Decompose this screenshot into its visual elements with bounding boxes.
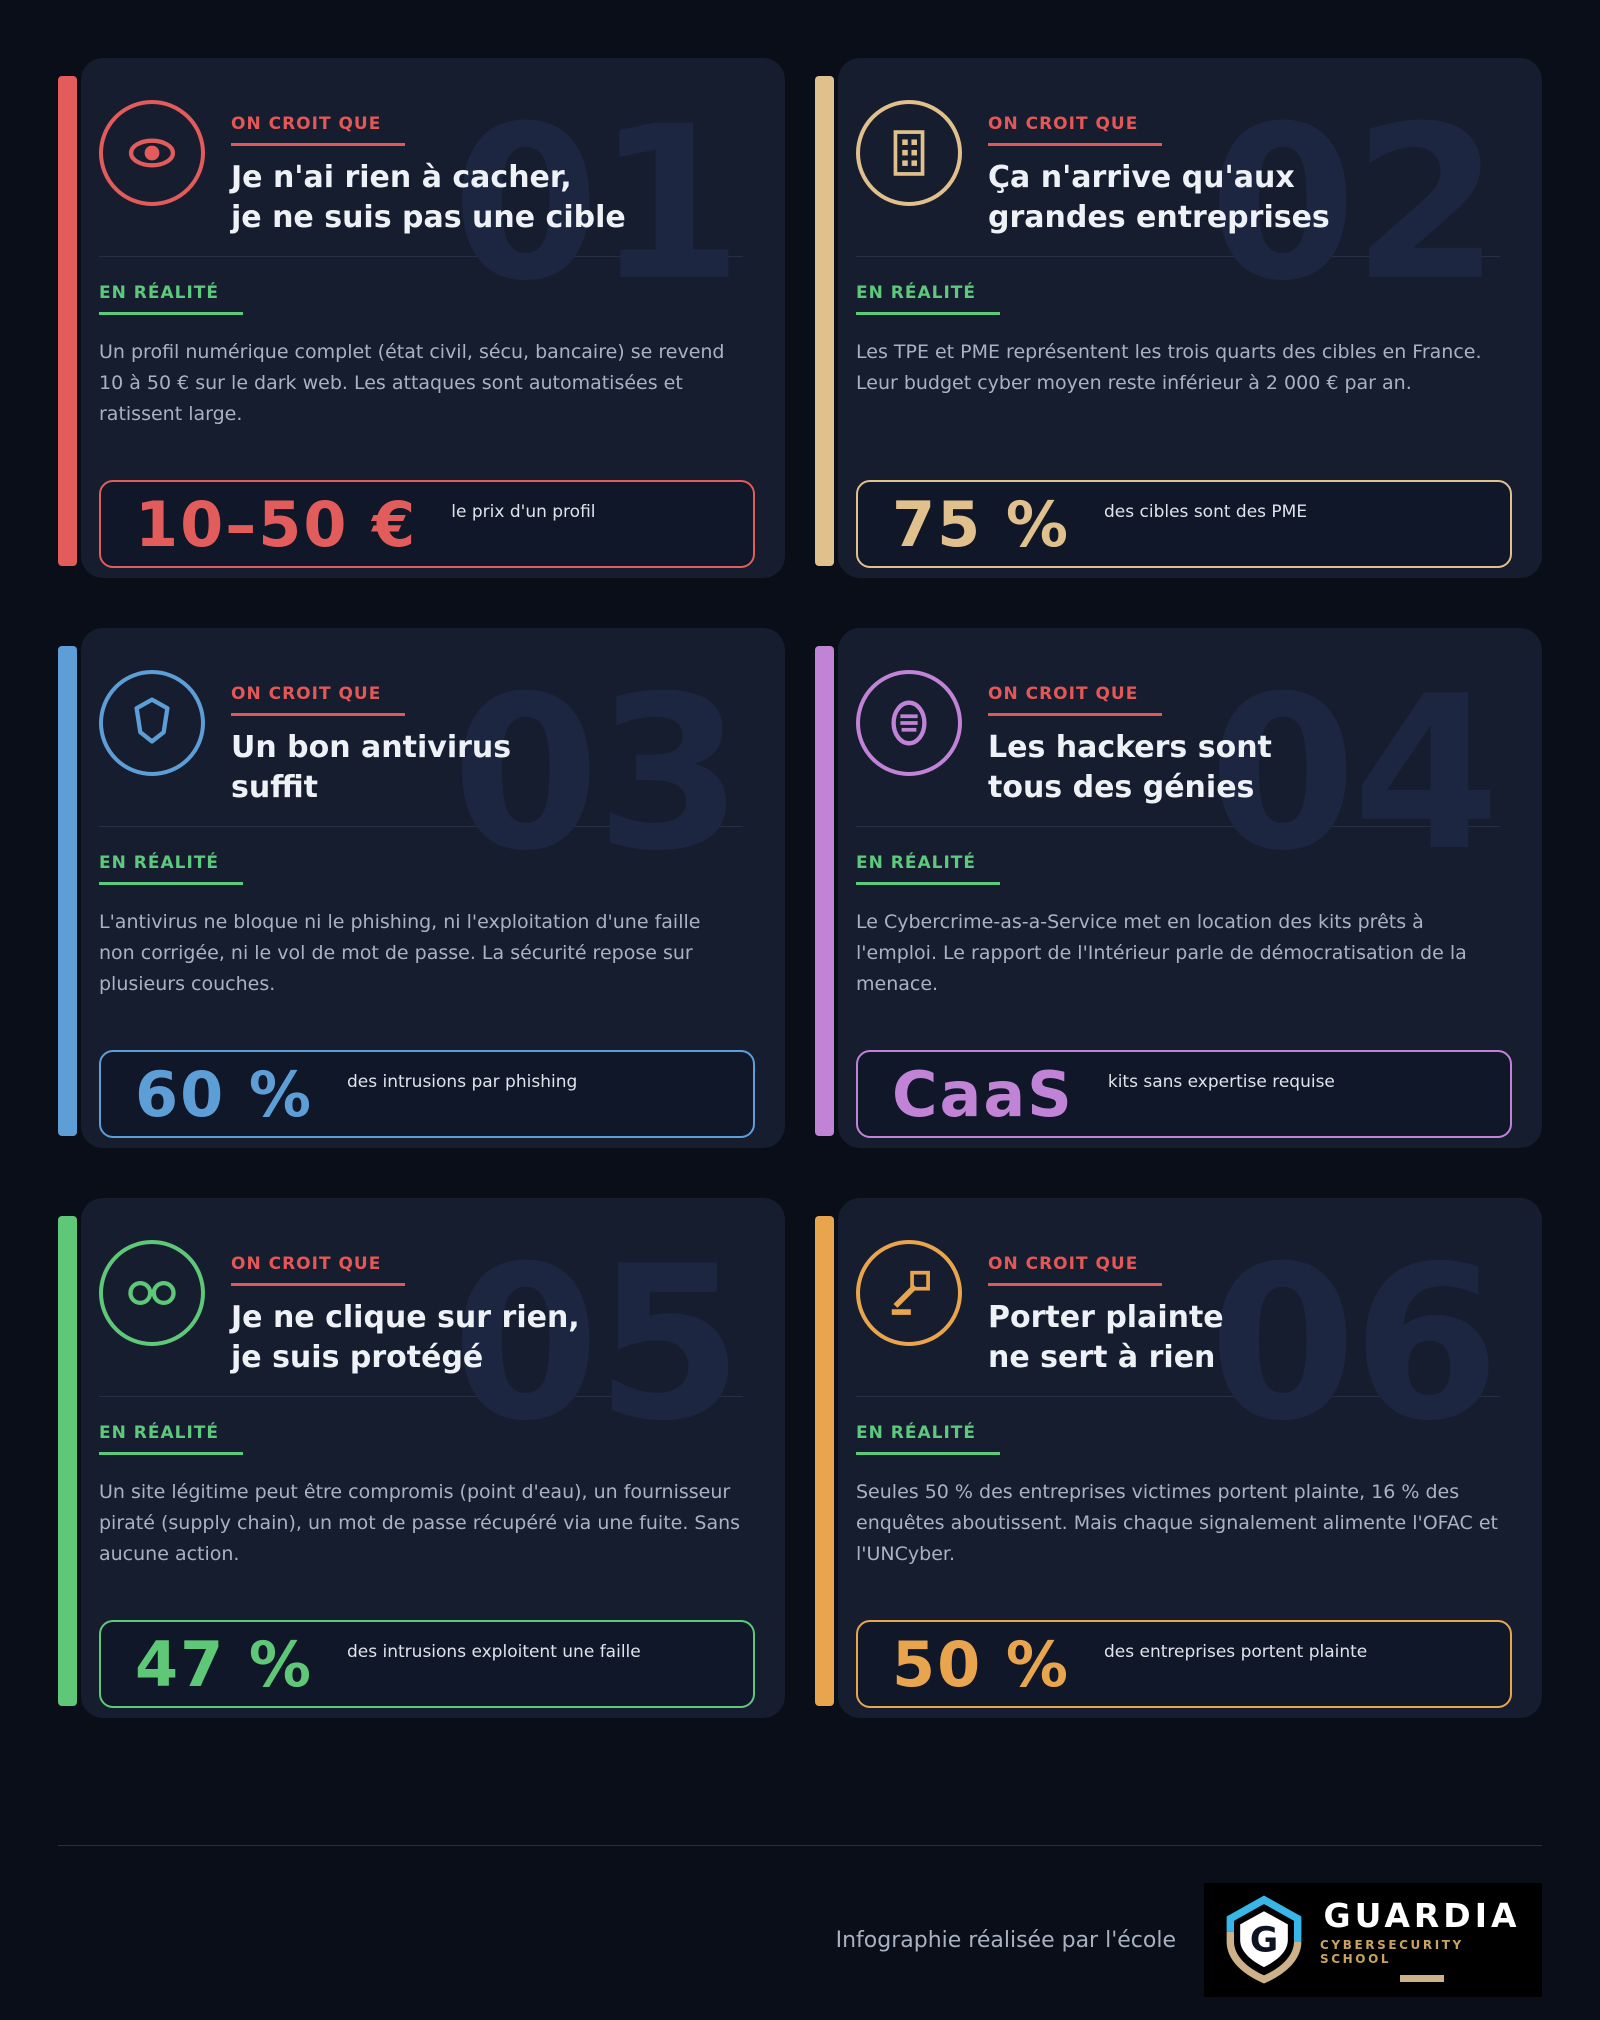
myth-title-line-2: grandes entreprises [988, 199, 1330, 235]
footer: Infographie réalisée par l'école G GUARD… [58, 1883, 1542, 1997]
myth-title: Porter plainte ne sert à rien [988, 1298, 1224, 1378]
myth-card: 05 ON CROIT QUE Je ne clique sur rien, j… [58, 1198, 785, 1718]
myth-card: 03 ON CROIT QUE Un bon antivirus suffit … [58, 628, 785, 1148]
card-divider [99, 255, 743, 257]
myth-label: ON CROIT QUE [231, 1254, 406, 1286]
gavel-icon [856, 1240, 962, 1346]
cards-grid: 01 ON CROIT QUE Je n'ai rien à cacher, j… [58, 58, 1542, 1718]
stat-box: CaaS kits sans expertise requise [856, 1050, 1512, 1138]
stat-value: CaaS [892, 1057, 1074, 1131]
myth-title: Ça n'arrive qu'aux grandes entreprises [988, 158, 1330, 238]
myth-label: ON CROIT QUE [988, 1254, 1163, 1286]
reality-text: Les TPE et PME représentent les trois qu… [856, 340, 1482, 394]
shield-icon [99, 670, 205, 776]
stat-box: 10–50 € le prix d'un profil [99, 480, 755, 568]
myth-title-line-1: Ça n'arrive qu'aux [988, 160, 1295, 195]
card-header: ON CROIT QUE Les hackers sont tous des g… [856, 670, 1512, 808]
myth-label: ON CROIT QUE [231, 114, 406, 146]
stat-value: 10–50 € [135, 487, 418, 561]
myth-title-line-1: Je ne clique sur rien, [231, 1300, 580, 1335]
stat-value: 75 % [892, 487, 1070, 561]
card-divider [856, 1395, 1500, 1397]
eye-icon [99, 100, 205, 206]
card-header-text: ON CROIT QUE Ça n'arrive qu'aux grandes … [988, 114, 1330, 238]
card-header-text: ON CROIT QUE Je ne clique sur rien, je s… [231, 1254, 580, 1378]
stat-box: 60 % des intrusions par phishing [99, 1050, 755, 1138]
myth-title-line-2: suffit [231, 769, 319, 805]
stat-label: kits sans expertise requise [1107, 1072, 1335, 1092]
reality-text: Un site légitime peut être compromis (po… [99, 1480, 741, 1565]
logo-text-block: GUARDIA CYBERSECURITY SCHOOL [1320, 1899, 1524, 1982]
card-header: ON CROIT QUE Porter plainte ne sert à ri… [856, 1240, 1512, 1378]
building-icon [856, 100, 962, 206]
myth-title-line-1: Les hackers sont [988, 730, 1272, 765]
myth-label: ON CROIT QUE [988, 684, 1163, 716]
myth-title-line-1: Un bon antivirus [231, 730, 512, 765]
reality-label: EN RÉALITÉ [99, 1423, 243, 1455]
myth-title-line-1: Je n'ai rien à cacher, [231, 160, 572, 195]
stat-label: des cibles sont des PME [1104, 502, 1308, 522]
guardia-logo: G GUARDIA CYBERSECURITY SCHOOL [1204, 1883, 1542, 1997]
reality-label: EN RÉALITÉ [99, 283, 243, 315]
myth-card: 02 ON CROIT QUE Ça n'arrive qu'aux grand… [815, 58, 1542, 578]
logo-name: GUARDIA [1323, 1895, 1521, 1935]
mask-icon [856, 670, 962, 776]
stat-box: 47 % des intrusions exploitent une faill… [99, 1620, 755, 1708]
stat-value: 60 % [135, 1057, 313, 1131]
stat-value: 47 % [135, 1627, 313, 1701]
card-header-text: ON CROIT QUE Un bon antivirus suffit [231, 684, 511, 808]
myth-title-line-1: Porter plainte [988, 1300, 1224, 1335]
logo-subtitle: CYBERSECURITY SCHOOL [1320, 1937, 1464, 1966]
myth-title-line-2: je suis protégé [231, 1339, 484, 1375]
stat-label: des intrusions exploitent une faille [347, 1642, 641, 1662]
stat-label: le prix d'un profil [451, 502, 596, 522]
myth-label: ON CROIT QUE [231, 684, 406, 716]
reality-label: EN RÉALITÉ [856, 853, 1000, 885]
credit-text: Infographie réalisée par l'école [835, 1927, 1176, 1953]
reality-text: L'antivirus ne bloque ni le phishing, ni… [99, 910, 701, 995]
shield-logo-icon: G [1226, 1895, 1302, 1984]
stat-box: 75 % des cibles sont des PME [856, 480, 1512, 568]
glasses-icon [99, 1240, 205, 1346]
myth-title-line-2: je ne suis pas une cible [231, 199, 626, 235]
reality-label: EN RÉALITÉ [99, 853, 243, 885]
reality-text: Seules 50 % des entreprises victimes por… [856, 1480, 1498, 1565]
card-divider [99, 1395, 743, 1397]
reality-label: EN RÉALITÉ [856, 283, 1000, 315]
myth-title: Les hackers sont tous des génies [988, 728, 1272, 808]
card-header-text: ON CROIT QUE Je n'ai rien à cacher, je n… [231, 114, 626, 238]
card-header: ON CROIT QUE Un bon antivirus suffit [99, 670, 755, 808]
myth-title: Un bon antivirus suffit [231, 728, 511, 808]
stat-box: 50 % des entreprises portent plainte [856, 1620, 1512, 1708]
footer-divider [58, 1845, 1542, 1846]
card-header-text: ON CROIT QUE Les hackers sont tous des g… [988, 684, 1272, 808]
myth-title: Je n'ai rien à cacher, je ne suis pas un… [231, 158, 626, 238]
card-divider [856, 825, 1500, 827]
card-header: ON CROIT QUE Je n'ai rien à cacher, je n… [99, 100, 755, 238]
card-header: ON CROIT QUE Je ne clique sur rien, je s… [99, 1240, 755, 1378]
stat-label: des entreprises portent plainte [1104, 1642, 1368, 1662]
myth-label: ON CROIT QUE [988, 114, 1163, 146]
logo-underline-bar [1400, 1974, 1444, 1982]
myth-card: 06 ON CROIT QUE Porter plainte ne sert à… [815, 1198, 1542, 1718]
reality-label: EN RÉALITÉ [856, 1423, 1000, 1455]
reality-text: Le Cybercrime-as-a-Service met en locati… [856, 910, 1467, 995]
stat-label: des intrusions par phishing [347, 1072, 578, 1092]
myth-card: 04 ON CROIT QUE Les hackers sont tous de… [815, 628, 1542, 1148]
card-header-text: ON CROIT QUE Porter plainte ne sert à ri… [988, 1254, 1224, 1378]
reality-text: Un profil numérique complet (état civil,… [99, 340, 725, 425]
myth-card: 01 ON CROIT QUE Je n'ai rien à cacher, j… [58, 58, 785, 578]
svg-text:G: G [1250, 1921, 1278, 1961]
myth-title: Je ne clique sur rien, je suis protégé [231, 1298, 580, 1378]
card-header: ON CROIT QUE Ça n'arrive qu'aux grandes … [856, 100, 1512, 238]
myth-title-line-2: ne sert à rien [988, 1339, 1216, 1375]
myth-title-line-2: tous des génies [988, 769, 1255, 805]
card-divider [99, 825, 743, 827]
stat-value: 50 % [892, 1627, 1070, 1701]
card-divider [856, 255, 1500, 257]
